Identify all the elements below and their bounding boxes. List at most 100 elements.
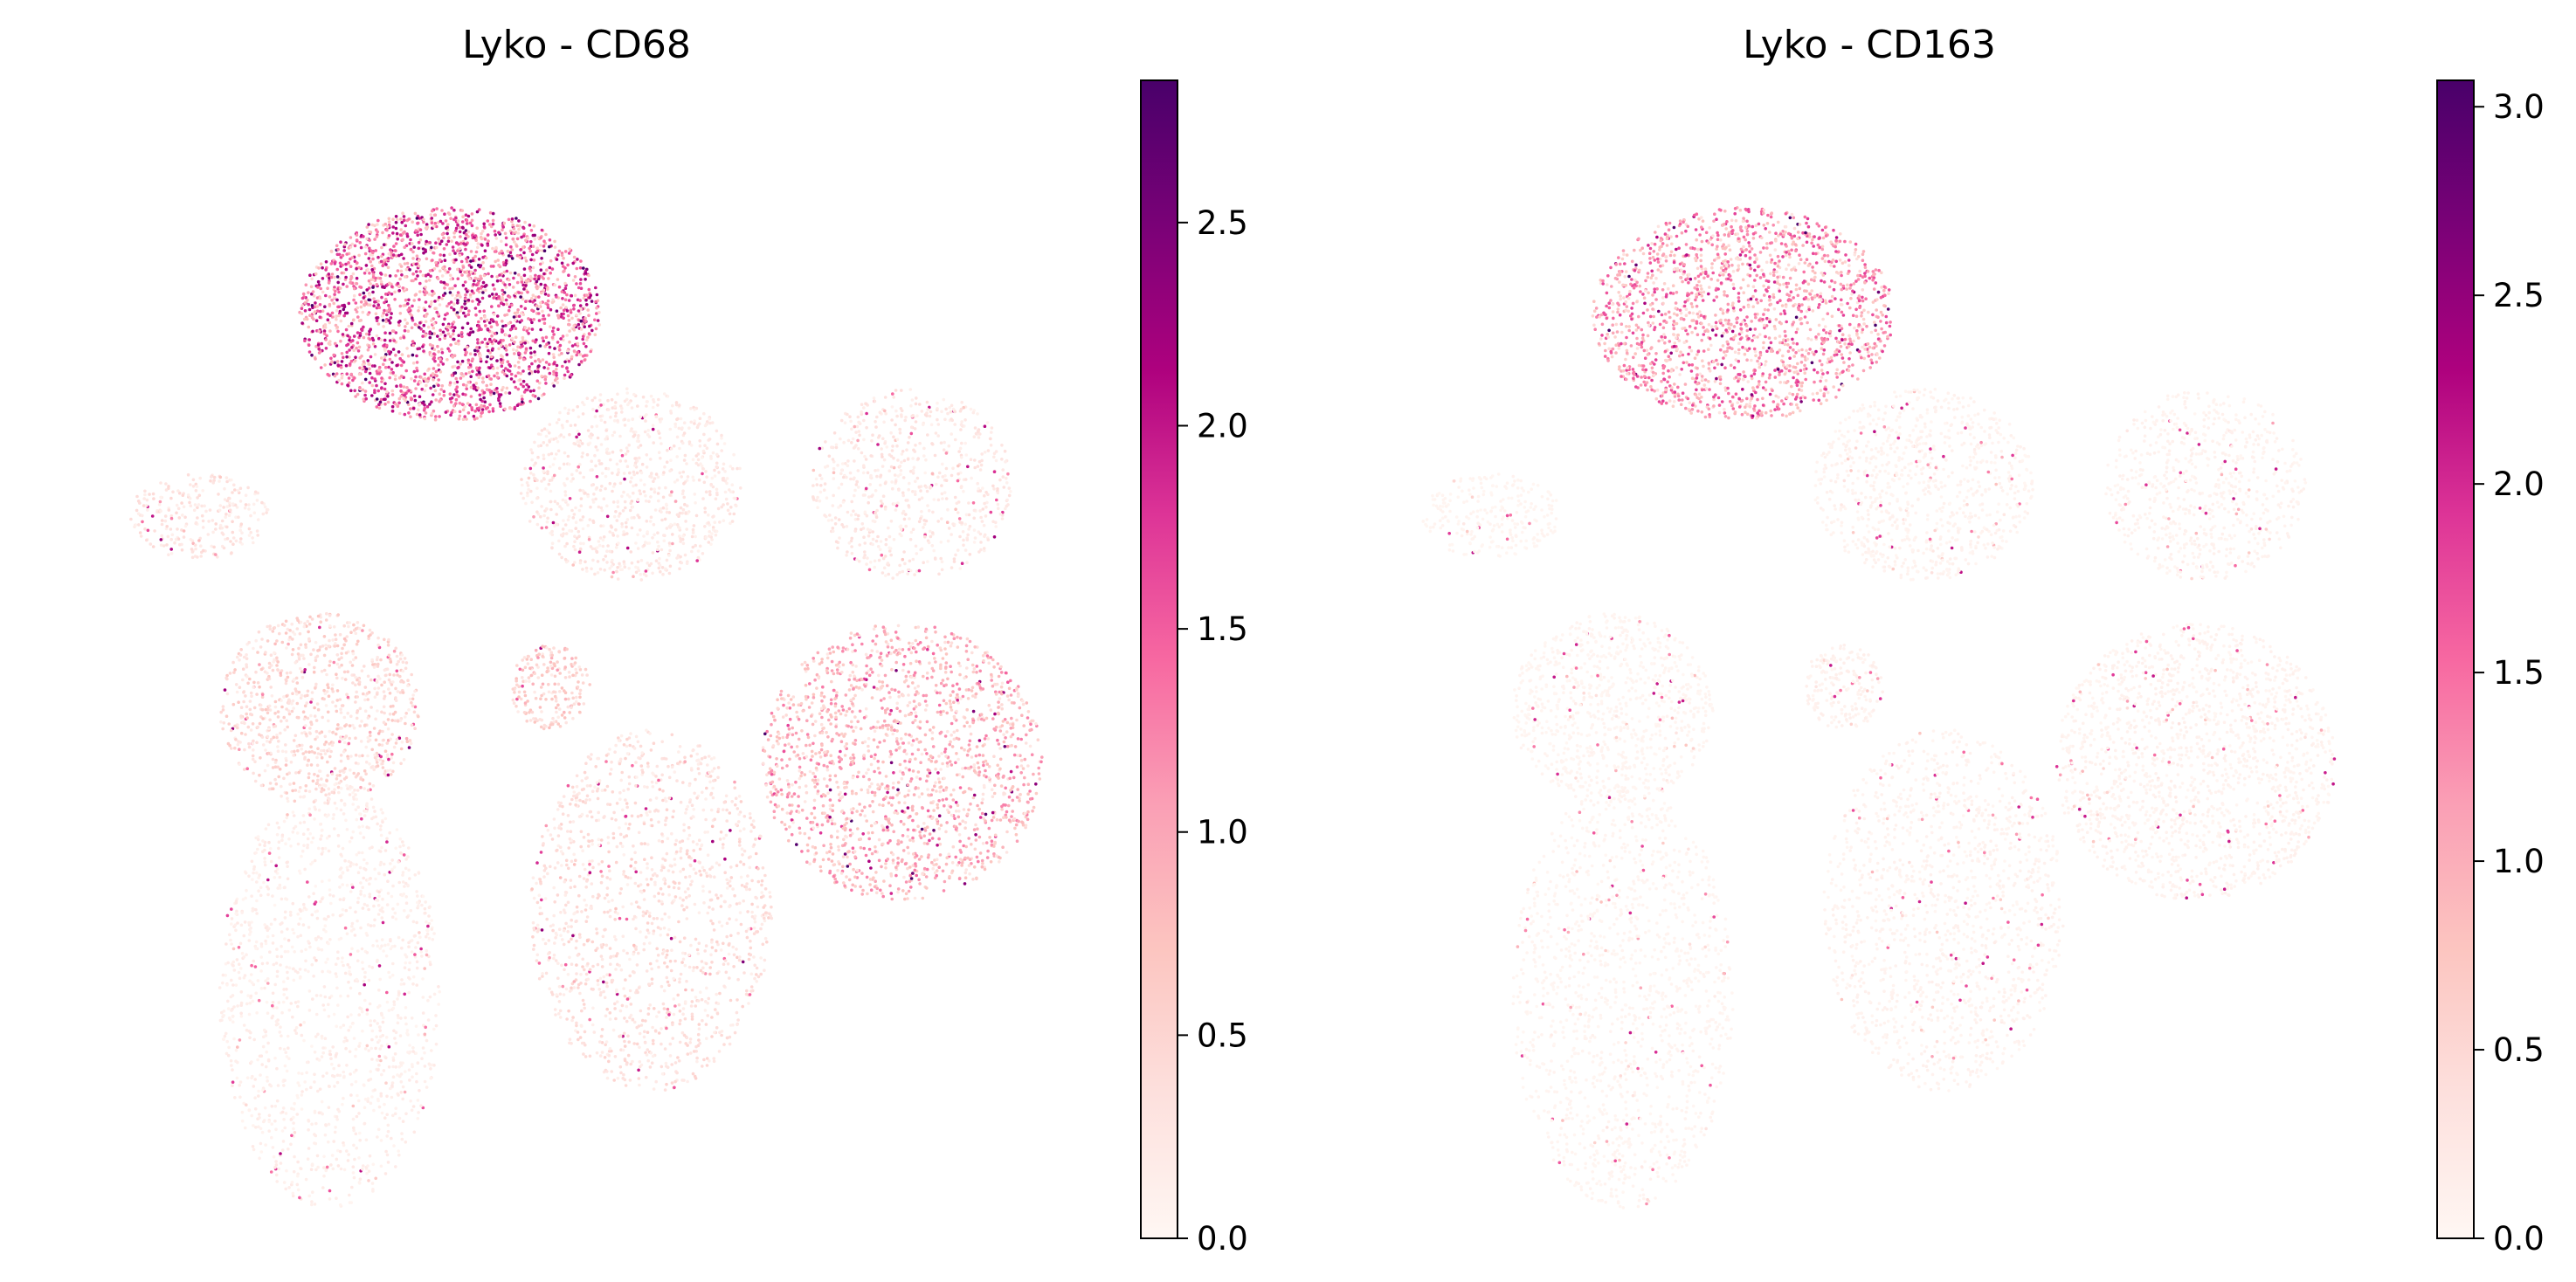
cell-point bbox=[887, 546, 891, 550]
cell-point bbox=[454, 376, 458, 381]
cell-point bbox=[508, 406, 512, 410]
cell-point bbox=[244, 694, 247, 698]
cell-point bbox=[335, 653, 340, 657]
cell-point bbox=[572, 303, 576, 307]
cell-point bbox=[694, 501, 697, 505]
cell-point bbox=[413, 398, 418, 403]
cell-point bbox=[375, 319, 379, 323]
cell-point bbox=[321, 277, 325, 280]
cell-point bbox=[423, 389, 427, 393]
cell-point bbox=[573, 293, 577, 298]
cell-point bbox=[925, 411, 929, 415]
cell-point bbox=[680, 475, 683, 479]
cell-point bbox=[624, 459, 628, 463]
cell-point bbox=[403, 245, 407, 250]
cell-point bbox=[884, 411, 887, 416]
cell-point bbox=[351, 339, 355, 342]
cell-point bbox=[551, 353, 556, 356]
cell-point bbox=[590, 567, 593, 571]
cell-point bbox=[404, 666, 408, 671]
cell-point bbox=[341, 263, 344, 267]
cell-point bbox=[486, 355, 489, 359]
cell-point bbox=[561, 334, 565, 338]
cell-point bbox=[474, 250, 479, 254]
cell-point bbox=[535, 486, 539, 490]
cell-point bbox=[660, 518, 664, 522]
cell-point bbox=[540, 479, 543, 483]
cell-point bbox=[135, 494, 139, 499]
cell-point bbox=[426, 325, 431, 329]
cell-point bbox=[332, 353, 336, 357]
cell-point bbox=[890, 405, 894, 409]
cell-point bbox=[952, 557, 957, 561]
cell-point bbox=[485, 318, 489, 322]
cell-point bbox=[352, 293, 356, 298]
cell-point bbox=[489, 377, 493, 381]
cell-point bbox=[440, 297, 444, 300]
cell-point bbox=[976, 481, 979, 486]
cell-point bbox=[533, 238, 537, 241]
cell-point bbox=[823, 513, 826, 517]
cell-point bbox=[915, 552, 919, 555]
cell-point bbox=[443, 336, 447, 341]
cell-point bbox=[571, 516, 576, 520]
cell-point bbox=[586, 524, 590, 527]
cell-point bbox=[881, 494, 886, 498]
cell-point bbox=[618, 481, 623, 486]
cell-point bbox=[337, 252, 342, 257]
cell-point bbox=[816, 495, 819, 500]
cell-point bbox=[944, 479, 949, 482]
cell-point bbox=[522, 251, 526, 255]
cell-point bbox=[432, 384, 436, 389]
cell-point bbox=[964, 453, 969, 457]
cell-point bbox=[864, 458, 868, 461]
cell-point bbox=[366, 754, 369, 758]
cell-point bbox=[900, 452, 904, 456]
cell-point bbox=[375, 405, 379, 409]
cell-point bbox=[698, 544, 702, 548]
cell-point bbox=[889, 431, 893, 435]
cell-point bbox=[981, 507, 985, 511]
cell-point bbox=[526, 484, 530, 487]
cell-point bbox=[152, 497, 155, 500]
cell-point bbox=[614, 546, 618, 549]
cell-point bbox=[881, 465, 885, 468]
cell-point bbox=[911, 527, 915, 531]
cell-point bbox=[551, 326, 556, 330]
cell-point bbox=[959, 407, 963, 411]
cell-point bbox=[579, 497, 584, 500]
cell-point bbox=[379, 338, 383, 342]
cell-point bbox=[335, 309, 339, 313]
cell-point bbox=[345, 372, 349, 376]
cell-point bbox=[505, 386, 509, 390]
cell-point bbox=[660, 417, 664, 421]
cell-point bbox=[701, 472, 704, 476]
cell-point bbox=[252, 748, 255, 752]
cell-point bbox=[401, 238, 404, 242]
cell-point bbox=[430, 300, 433, 304]
cell-point bbox=[404, 661, 409, 665]
cell-point bbox=[556, 314, 560, 318]
cell-point bbox=[515, 253, 520, 258]
cell-point bbox=[555, 513, 558, 516]
cell-point bbox=[508, 334, 512, 338]
cell-point bbox=[476, 338, 480, 341]
cell-point bbox=[335, 244, 339, 248]
cell-point bbox=[304, 283, 308, 287]
cell-point bbox=[456, 277, 460, 281]
cell-point bbox=[218, 504, 223, 507]
cell-point bbox=[460, 273, 464, 277]
cell-point bbox=[201, 489, 204, 493]
cell-point bbox=[410, 672, 414, 677]
cell-point bbox=[434, 369, 439, 374]
cell-point bbox=[550, 267, 555, 271]
cell-point bbox=[342, 715, 347, 720]
cell-point bbox=[394, 220, 398, 224]
cell-point bbox=[404, 712, 409, 715]
cell-point bbox=[932, 498, 936, 501]
cell-point bbox=[574, 506, 577, 510]
cell-point bbox=[680, 561, 683, 565]
cell-point bbox=[408, 739, 412, 742]
cell-point bbox=[635, 471, 639, 475]
cell-point bbox=[400, 353, 404, 356]
